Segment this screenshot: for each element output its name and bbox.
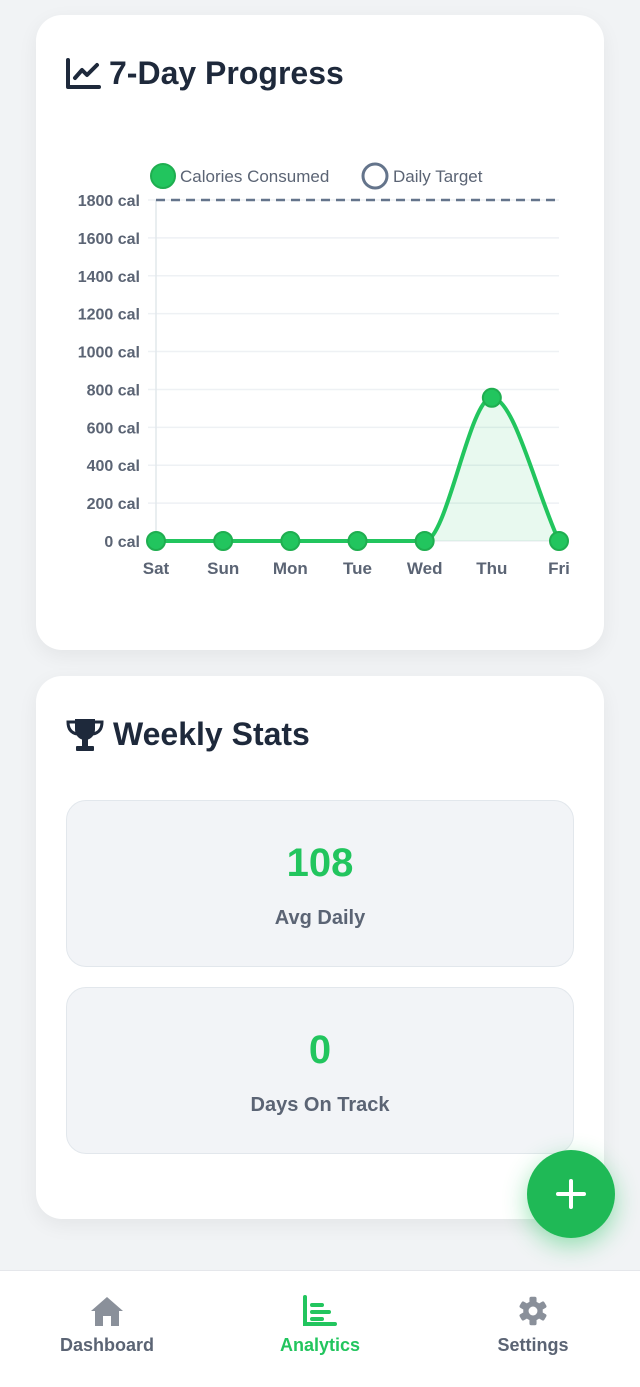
y-tick-label: 1600 cal: [78, 231, 140, 248]
y-tick-label: 0 cal: [104, 534, 140, 551]
y-tick-label: 1000 cal: [78, 345, 140, 362]
consumed-point: [280, 531, 301, 551]
gear-icon: [519, 1296, 547, 1326]
legend-label-consumed: Calories Consumed: [180, 167, 329, 186]
stat-label: Days On Track: [250, 1094, 390, 1116]
consumed-point: [414, 531, 435, 551]
consumed-point: [549, 531, 569, 551]
plus-icon: [556, 1179, 586, 1209]
stat-label: Avg Daily: [274, 907, 366, 929]
progress-title-text: 7-Day Progress: [109, 55, 344, 91]
progress-card: 7-Day Progress 0 cal 200 cal 400 cal 600 ca…: [36, 15, 604, 650]
stat-value: 108: [286, 841, 354, 885]
nav-dashboard[interactable]: Dashboard: [7, 1295, 207, 1356]
chart-line-icon: [65, 57, 101, 91]
nav-label: Dashboard: [59, 1335, 155, 1355]
nav-label: Settings: [497, 1335, 569, 1355]
add-entry-button[interactable]: [527, 1150, 615, 1238]
stats-card: Weekly Stats 108 Avg Daily 0 Days On Tra…: [36, 676, 604, 1219]
stat-value: 0: [308, 1028, 332, 1072]
x-tick-label: Fri: [548, 559, 570, 578]
calorie-chart: 0 cal 200 cal 400 cal 600 cal 800 cal 1000 ca…: [78, 162, 570, 578]
consumed-point: [347, 531, 368, 551]
y-tick-label: 400 cal: [87, 458, 140, 475]
bottom-nav: Dashboard Analytics Settings: [0, 1270, 640, 1387]
consumed-point: [481, 387, 502, 408]
progress-card-title: 7-Day Progress: [65, 55, 344, 92]
legend-label-target: Daily Target: [393, 167, 483, 186]
x-tick-label: Tue: [343, 559, 372, 578]
x-tick-label: Wed: [407, 559, 443, 578]
home-icon: [91, 1297, 123, 1326]
nav-settings[interactable]: Settings: [433, 1295, 633, 1356]
y-tick-label: 1800 cal: [78, 193, 140, 210]
y-tick-label: 800 cal: [87, 382, 140, 399]
consumed-point: [213, 531, 234, 551]
nav-analytics[interactable]: Analytics: [220, 1295, 420, 1356]
stat-days-on-track: 0 Days On Track: [66, 987, 574, 1154]
stat-avg-daily: 108 Avg Daily: [66, 800, 574, 967]
x-tick-label: Thu: [476, 559, 507, 578]
y-tick-label: 200 cal: [87, 496, 140, 513]
x-tick-label: Sat: [143, 559, 170, 578]
chart-bar-icon: [303, 1295, 337, 1326]
trophy-icon: [65, 717, 105, 753]
y-tick-label: 1400 cal: [78, 269, 140, 286]
y-tick-label: 1200 cal: [78, 307, 140, 324]
stats-card-title: Weekly Stats: [65, 716, 310, 753]
x-tick-label: Sun: [207, 559, 239, 578]
consumed-area: [156, 397, 559, 541]
legend-swatch-target: [361, 162, 389, 190]
legend-swatch-consumed: [150, 163, 176, 189]
stats-title-text: Weekly Stats: [113, 716, 310, 752]
consumed-point: [146, 531, 166, 551]
x-tick-label: Mon: [273, 559, 308, 578]
y-tick-label: 600 cal: [87, 420, 140, 437]
nav-label: Analytics: [279, 1335, 361, 1355]
